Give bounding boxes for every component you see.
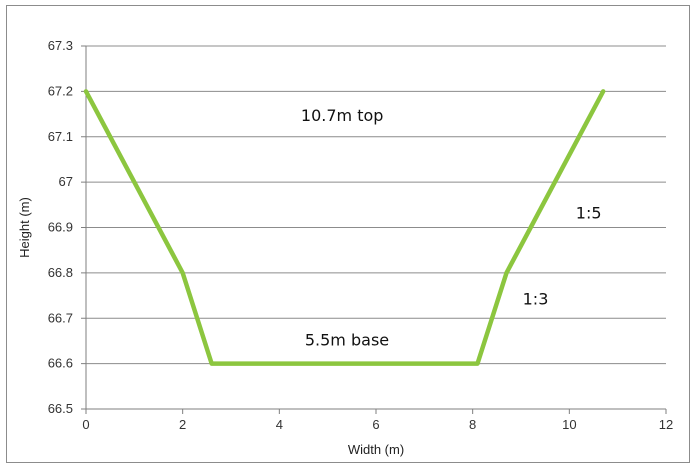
gridlines bbox=[86, 45, 666, 365]
x-tick-label: 6 bbox=[372, 417, 379, 432]
tick-labels: 0 2 4 6 8 10 12 66.5 66.6 66.7 66.8 66.9 67 67.1 67.2 6… bbox=[48, 38, 674, 432]
axes bbox=[81, 45, 667, 414]
chart-frame bbox=[6, 5, 690, 463]
annotation-label: 1:3 bbox=[523, 290, 549, 309]
x-tick-label: 12 bbox=[659, 417, 673, 432]
x-tick-label: 0 bbox=[82, 417, 89, 432]
y-tick-label: 67.2 bbox=[48, 83, 73, 98]
channel-profile-line bbox=[83, 89, 606, 366]
y-axis-title: Height (m) bbox=[17, 197, 32, 258]
series-layer bbox=[83, 89, 606, 366]
y-tick-label: 66.9 bbox=[48, 220, 73, 235]
y-tick-label: 67.3 bbox=[48, 38, 73, 53]
x-tick-label: 8 bbox=[469, 417, 476, 432]
x-tick-label: 4 bbox=[276, 417, 283, 432]
annotation-label: 1:5 bbox=[576, 203, 602, 222]
x-axis-title: Width (m) bbox=[348, 442, 404, 457]
y-tick-label: 66.8 bbox=[48, 265, 73, 280]
annotation-label: 10.7m top bbox=[301, 106, 384, 125]
y-tick-label: 66.6 bbox=[48, 356, 73, 371]
x-tick-label: 2 bbox=[179, 417, 186, 432]
y-tick-label: 67 bbox=[59, 174, 73, 189]
y-tick-label: 66.5 bbox=[48, 401, 73, 416]
annotation-label: 5.5m base bbox=[305, 330, 389, 349]
y-tick-label: 66.7 bbox=[48, 310, 73, 325]
annotations: 10.7m top 5.5m base 1:5 1:3 bbox=[301, 106, 602, 350]
x-tick-label: 10 bbox=[562, 417, 576, 432]
y-tick-label: 67.1 bbox=[48, 129, 73, 144]
